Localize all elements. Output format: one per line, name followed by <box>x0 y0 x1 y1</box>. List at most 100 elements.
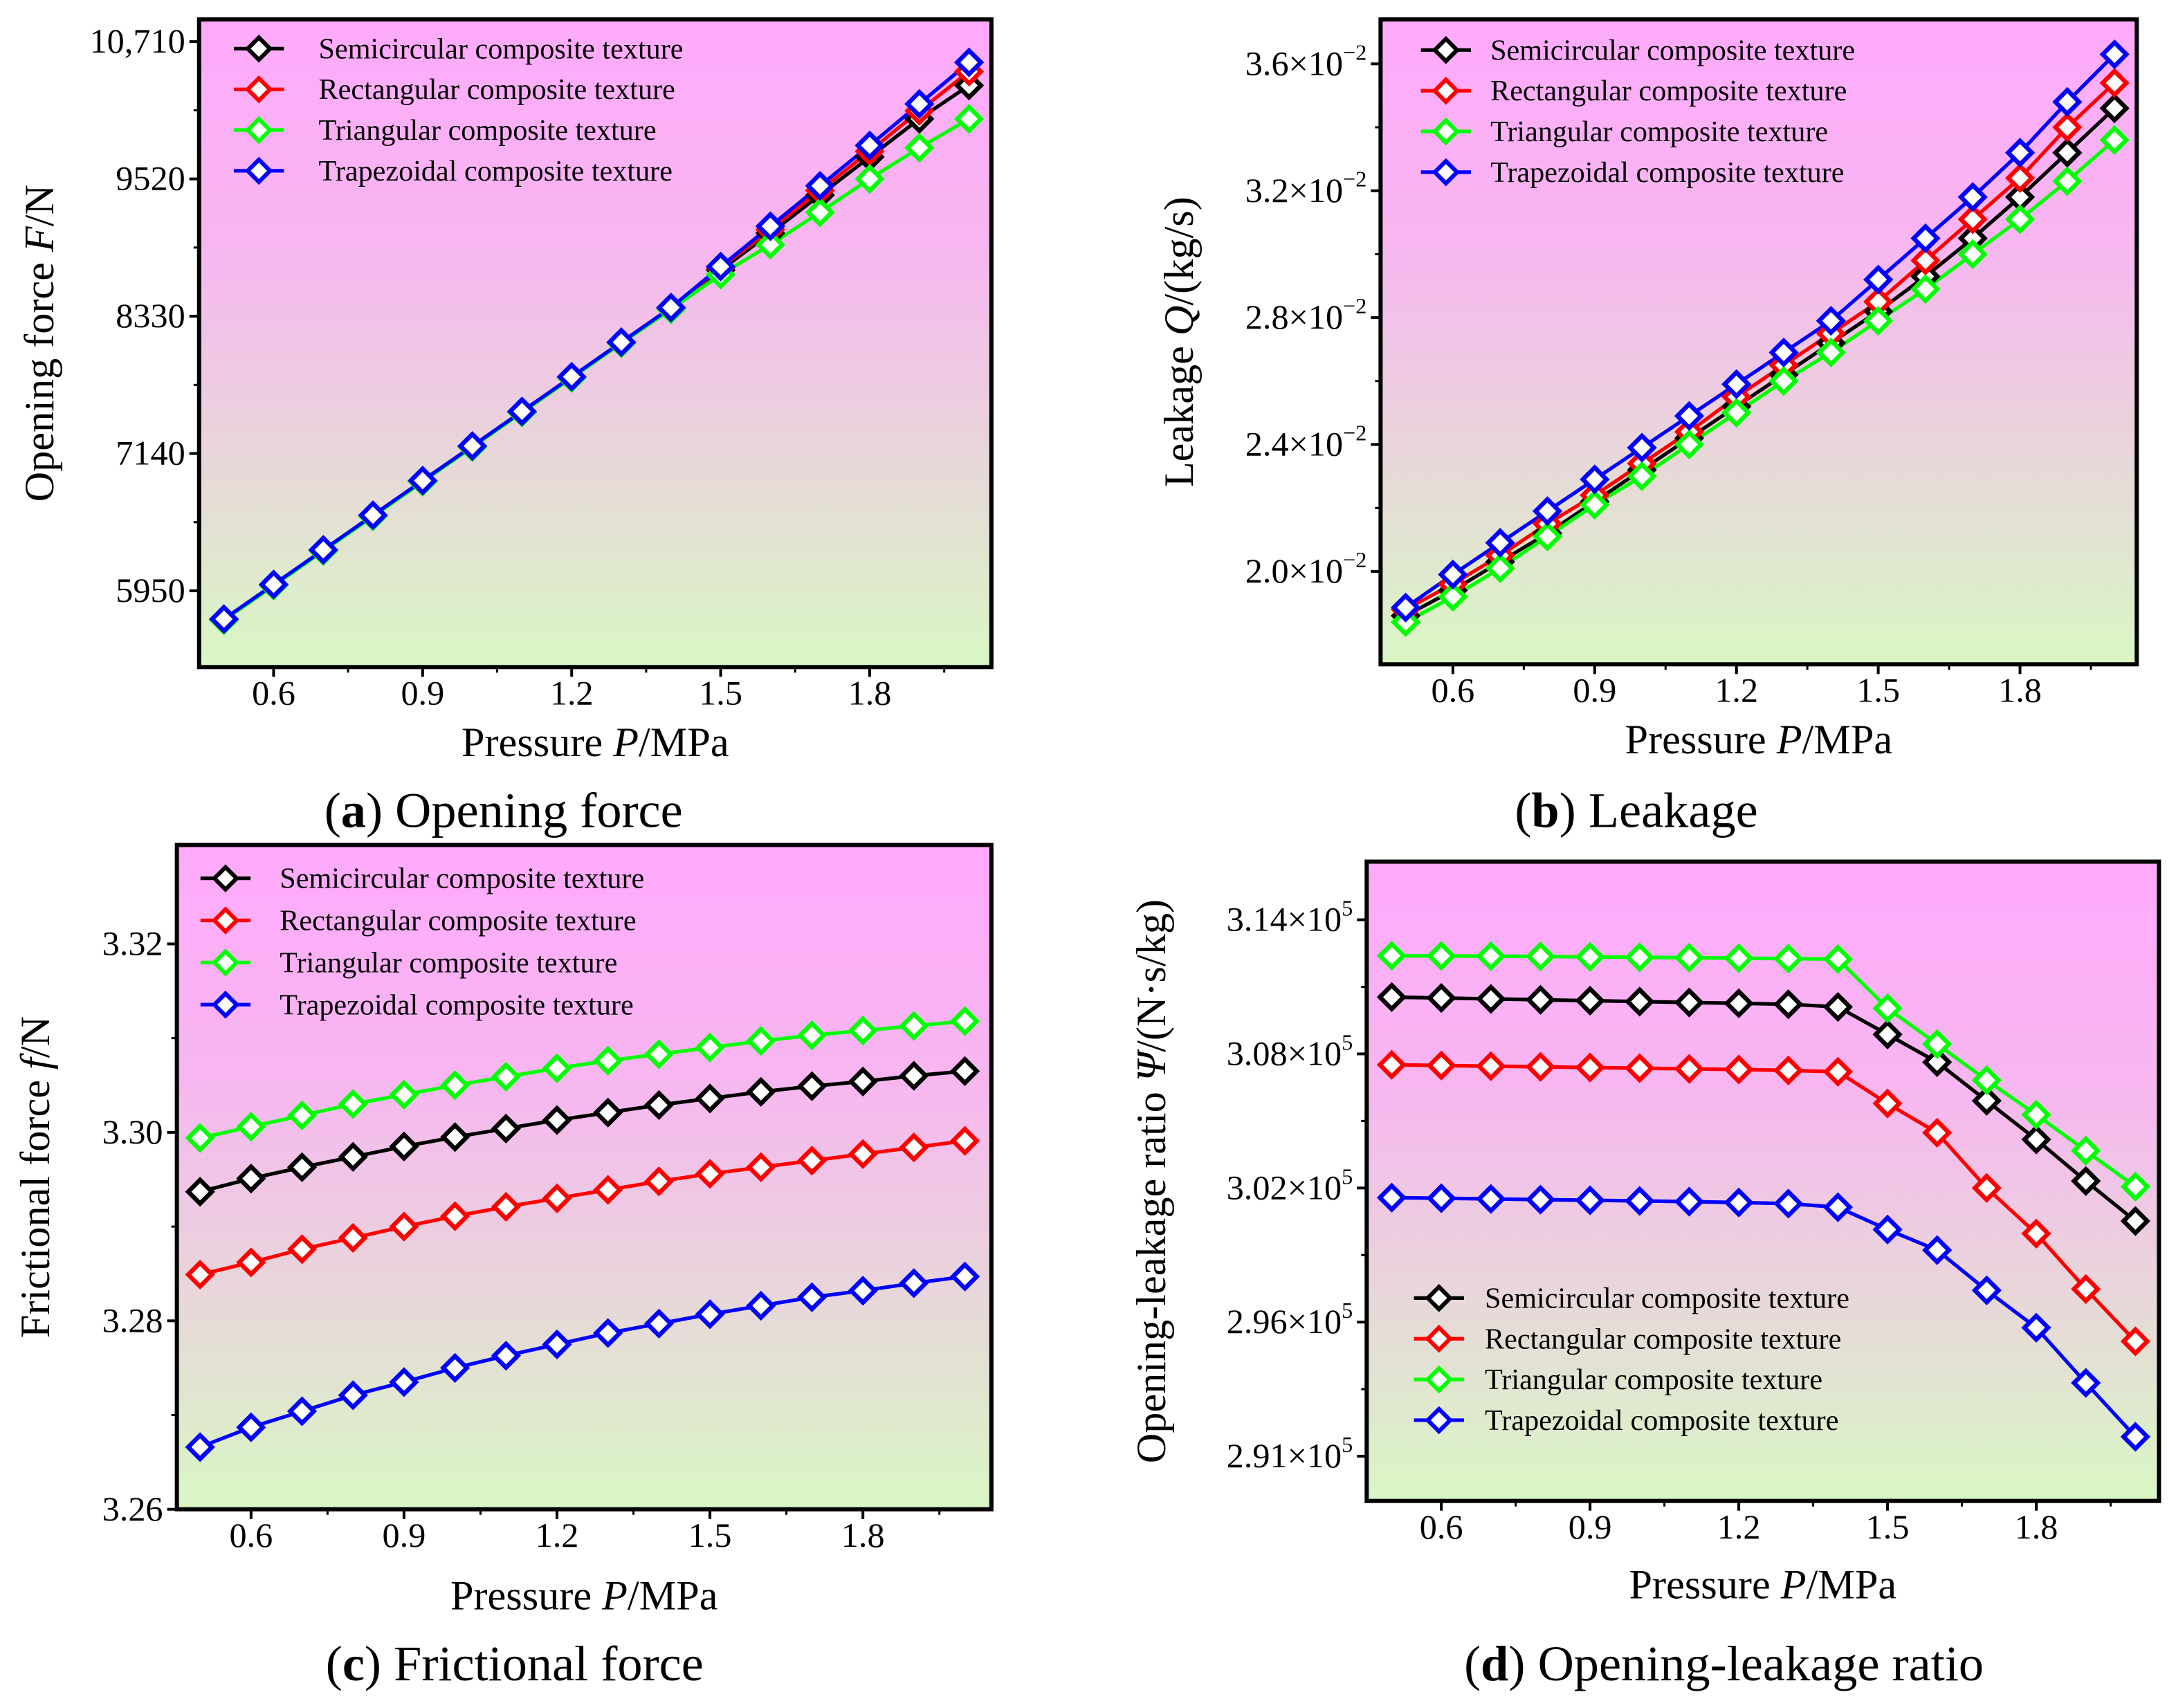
data-point <box>286 1396 318 1426</box>
y-tick-exponent: 5 <box>1342 1164 1353 1188</box>
legend-marker-diamond-icon <box>1425 1406 1454 1435</box>
series-line-1 <box>199 1139 965 1277</box>
data-point <box>1724 1187 1754 1218</box>
x-tick-label: 1.5 <box>1866 1507 1910 1546</box>
data-point <box>643 1039 675 1069</box>
label-variable: P <box>1776 717 1802 763</box>
chart-panel-b: 0.6 0.9 1.2 1.5 1.82.0×10−22.4×10−22.8×10−23… <box>1156 17 2139 838</box>
data-point <box>1674 1186 1705 1217</box>
data-point <box>593 1045 623 1076</box>
y-tick-exponent: 5 <box>1342 1432 1353 1457</box>
y-tick-label: 8330 <box>116 296 185 335</box>
data-point <box>1922 1029 1953 1059</box>
data-point <box>389 1079 419 1110</box>
data-point <box>440 1122 470 1153</box>
data-point <box>491 1341 521 1371</box>
label-unit: /N <box>12 1016 59 1058</box>
label-unit: /MPa <box>639 719 729 766</box>
data-point <box>1525 1052 1556 1082</box>
data-point <box>1376 940 1407 971</box>
data-point <box>805 197 835 228</box>
data-point <box>593 1318 623 1348</box>
data-point <box>848 1139 878 1169</box>
legend: Semicircular composite texture Rectangula… <box>200 863 644 1021</box>
data-point <box>491 1113 521 1144</box>
data-point <box>338 1089 368 1119</box>
data-point <box>1580 490 1610 520</box>
caption-paren: ) <box>365 1636 381 1691</box>
data-point <box>1476 1051 1506 1081</box>
data-point <box>1863 306 1894 336</box>
data-point <box>236 1112 266 1142</box>
data-point <box>1426 983 1456 1013</box>
y-tick-label: 2.96×105 <box>1227 1298 1353 1341</box>
y-tick-label: 3.32 <box>102 924 163 963</box>
legend-marker-diamond-icon <box>244 75 273 104</box>
y-tick-exponent: −2 <box>1343 421 1366 446</box>
data-point <box>904 132 935 163</box>
data-point <box>949 1056 980 1086</box>
x-tick-label: 0.9 <box>1569 1507 1612 1546</box>
x-tick-label: 0.9 <box>383 1516 426 1554</box>
series-line-3 <box>223 61 971 621</box>
data-point <box>491 1191 521 1222</box>
data-point <box>848 1066 878 1096</box>
panel-caption: (c) Frictional force <box>326 1636 704 1691</box>
y-tick-label: 3.2×10−2 <box>1245 167 1367 210</box>
data-point <box>1390 592 1421 623</box>
chart-panel-d: 0.6 0.9 1.2 1.5 1.82.91×1052.96×1053.02×1053… <box>1128 859 2161 1691</box>
data-point <box>953 104 985 134</box>
data-point <box>1910 223 1941 254</box>
data-point <box>440 1201 470 1231</box>
x-tick-label: 0.9 <box>1573 671 1616 710</box>
data-point <box>606 327 637 358</box>
data-point <box>1525 1184 1556 1215</box>
legend-label: Semicircular composite texture <box>319 33 684 65</box>
legend-label: Semicircular composite texture <box>280 863 644 895</box>
data-point <box>2052 86 2083 117</box>
data-point <box>1580 464 1610 495</box>
label-variable: P <box>1780 1561 1807 1608</box>
caption-paren: ( <box>326 1636 342 1691</box>
legend-label: Triangular composite texture <box>319 114 657 147</box>
caption-title: Frictional force <box>381 1636 704 1691</box>
data-point <box>1532 521 1563 552</box>
x-axis-label: Pressure P/MPa <box>1625 717 1893 763</box>
label-text: Pressure <box>450 1572 602 1619</box>
data-point <box>755 211 786 241</box>
plot-background <box>1366 861 2159 1501</box>
label-variable: P <box>601 1572 628 1619</box>
y-tick-label: 3.08×105 <box>1227 1029 1353 1072</box>
x-tick-label: 1.2 <box>550 674 594 713</box>
data-point <box>1376 1049 1407 1080</box>
y-tick-label: 3.14×105 <box>1227 896 1353 939</box>
y-tick-exponent: −2 <box>1343 167 1366 192</box>
caption-paren: ) <box>1560 782 1576 838</box>
data-point <box>1724 943 1754 973</box>
data-point <box>796 1146 828 1176</box>
caption-letter: d <box>1481 1636 1508 1691</box>
data-point <box>1575 1185 1605 1215</box>
data-point <box>1674 429 1705 460</box>
data-point <box>695 1299 725 1330</box>
y-tick-label: 3.02×105 <box>1227 1164 1353 1206</box>
x-tick-label: 1.8 <box>2015 1507 2058 1546</box>
y-tick-mantissa: 3.08×10 <box>1227 1034 1342 1073</box>
y-tick-mantissa: 2.0×10 <box>1245 551 1343 590</box>
legend-label: Semicircular composite texture <box>1490 34 1855 66</box>
legend: Semicircular composite texture Rectangula… <box>1414 1282 1849 1437</box>
data-point <box>2052 112 2083 143</box>
data-point <box>854 164 885 194</box>
series-line-3 <box>1391 1195 2137 1438</box>
legend-marker-diamond-icon <box>211 864 240 892</box>
data-point <box>338 1222 368 1254</box>
caption-paren: ( <box>1515 782 1531 838</box>
data-point <box>1768 366 1799 396</box>
y-tick-mantissa: 2.8×10 <box>1245 297 1343 336</box>
data-point <box>746 1026 776 1056</box>
data-point <box>1625 1053 1655 1083</box>
x-tick-label: 1.2 <box>1717 1507 1761 1546</box>
legend-label: Trapezoidal composite texture <box>280 989 633 1021</box>
data-point <box>2099 39 2130 70</box>
legend-marker-diamond-icon <box>244 34 273 63</box>
